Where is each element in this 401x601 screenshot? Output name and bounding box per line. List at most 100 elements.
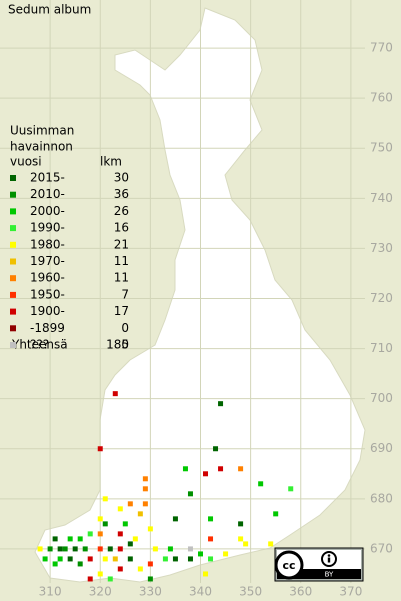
license-badge: cc BY bbox=[274, 547, 364, 582]
legend-count: 36 bbox=[114, 187, 129, 201]
observation-square bbox=[127, 541, 133, 547]
legend-header: vuosi bbox=[10, 155, 42, 169]
legend-label: 1990- bbox=[30, 221, 65, 235]
legend-swatch bbox=[10, 342, 16, 348]
observation-square bbox=[187, 556, 193, 562]
x-tick-label: 360 bbox=[289, 585, 312, 599]
observation-square bbox=[198, 551, 203, 557]
observation-square bbox=[127, 501, 133, 507]
observation-square bbox=[137, 511, 143, 517]
legend-swatch bbox=[10, 208, 16, 215]
observation-square bbox=[167, 546, 173, 552]
y-tick-label: 720 bbox=[370, 291, 393, 305]
legend-count-header: lkm bbox=[100, 155, 122, 169]
cc-circle bbox=[274, 550, 304, 580]
x-tick-label: 330 bbox=[139, 585, 162, 599]
legend-total: 180 bbox=[106, 338, 129, 352]
observation-square bbox=[187, 491, 193, 497]
observation-square bbox=[97, 546, 103, 552]
observation-square bbox=[238, 521, 244, 527]
observation-squares bbox=[37, 391, 294, 582]
observation-square bbox=[97, 516, 103, 522]
observation-square bbox=[107, 576, 113, 582]
observation-square bbox=[142, 501, 148, 507]
legend-count: 0 bbox=[121, 321, 129, 335]
observation-square bbox=[258, 481, 264, 487]
y-tick-label: 750 bbox=[370, 141, 393, 155]
observation-square bbox=[82, 546, 88, 552]
observation-square bbox=[112, 391, 118, 397]
observation-square bbox=[67, 556, 73, 562]
cc-text: cc bbox=[282, 559, 295, 572]
observation-square bbox=[107, 546, 113, 552]
x-tick-label: 370 bbox=[339, 585, 362, 599]
observation-square bbox=[117, 546, 123, 552]
observation-square bbox=[62, 546, 68, 552]
legend-swatch bbox=[10, 191, 16, 198]
observation-square bbox=[187, 546, 193, 552]
observation-square bbox=[142, 486, 148, 492]
legend-label: -1899 bbox=[30, 321, 65, 335]
legend-count: 11 bbox=[114, 254, 129, 268]
legend: Uusimman havainnon vuosi lkm Yhteensä 18… bbox=[10, 124, 129, 352]
observation-square bbox=[268, 541, 274, 547]
x-tick-label: 310 bbox=[39, 585, 62, 599]
observation-square bbox=[122, 521, 128, 527]
observation-square bbox=[97, 571, 103, 577]
observation-square bbox=[47, 546, 53, 552]
observation-square bbox=[273, 511, 279, 517]
legend-label: 2015- bbox=[30, 171, 65, 185]
observation-square bbox=[162, 556, 168, 562]
observation-square bbox=[77, 536, 83, 542]
observation-square bbox=[52, 561, 58, 567]
observation-square bbox=[147, 526, 153, 532]
y-tick-label: 700 bbox=[370, 391, 393, 405]
axis-ticks: 310 320 330 340 350 360 3706706806907007107207… bbox=[39, 41, 393, 599]
legend-total-label: Yhteensä bbox=[11, 338, 68, 352]
legend-label: ??? bbox=[30, 338, 49, 352]
legend-label: 1900- bbox=[30, 304, 65, 318]
observation-square bbox=[117, 506, 123, 512]
legend-header: Uusimman bbox=[10, 124, 74, 138]
observation-square bbox=[208, 516, 214, 522]
legend-swatch bbox=[10, 275, 16, 282]
observation-square bbox=[57, 556, 63, 562]
legend-swatch bbox=[10, 258, 16, 265]
observation-square bbox=[37, 546, 43, 552]
y-tick-label: 690 bbox=[370, 441, 393, 455]
observation-square bbox=[97, 531, 103, 537]
observation-square bbox=[102, 521, 108, 527]
observation-square bbox=[67, 536, 73, 542]
observation-square bbox=[172, 516, 178, 522]
observation-square bbox=[87, 556, 93, 562]
y-tick-label: 680 bbox=[370, 491, 393, 505]
observation-square bbox=[102, 556, 108, 562]
observation-square bbox=[132, 536, 138, 542]
observation-square bbox=[87, 576, 93, 582]
y-tick-label: 760 bbox=[370, 91, 393, 105]
y-tick-label: 710 bbox=[370, 341, 393, 355]
observation-square bbox=[172, 556, 178, 562]
legend-count: 16 bbox=[114, 221, 129, 235]
y-tick-label: 730 bbox=[370, 241, 393, 255]
grid-overlay bbox=[0, 0, 365, 583]
observation-square bbox=[147, 561, 153, 567]
y-tick-label: 670 bbox=[370, 541, 393, 555]
legend-count: 11 bbox=[114, 271, 129, 285]
observation-square bbox=[203, 471, 209, 477]
observation-square bbox=[52, 536, 58, 542]
legend-swatch bbox=[10, 225, 16, 232]
observation-square bbox=[97, 446, 103, 452]
legend-swatch bbox=[10, 241, 16, 248]
observation-square bbox=[147, 576, 153, 582]
observation-square bbox=[137, 566, 143, 572]
observation-square bbox=[77, 561, 83, 567]
observation-square bbox=[87, 531, 93, 537]
observation-square bbox=[182, 466, 188, 472]
x-tick-label: 340 bbox=[189, 585, 212, 599]
observation-square bbox=[243, 541, 249, 547]
by-icon-body bbox=[327, 557, 331, 563]
legend-label: 2000- bbox=[30, 204, 65, 218]
